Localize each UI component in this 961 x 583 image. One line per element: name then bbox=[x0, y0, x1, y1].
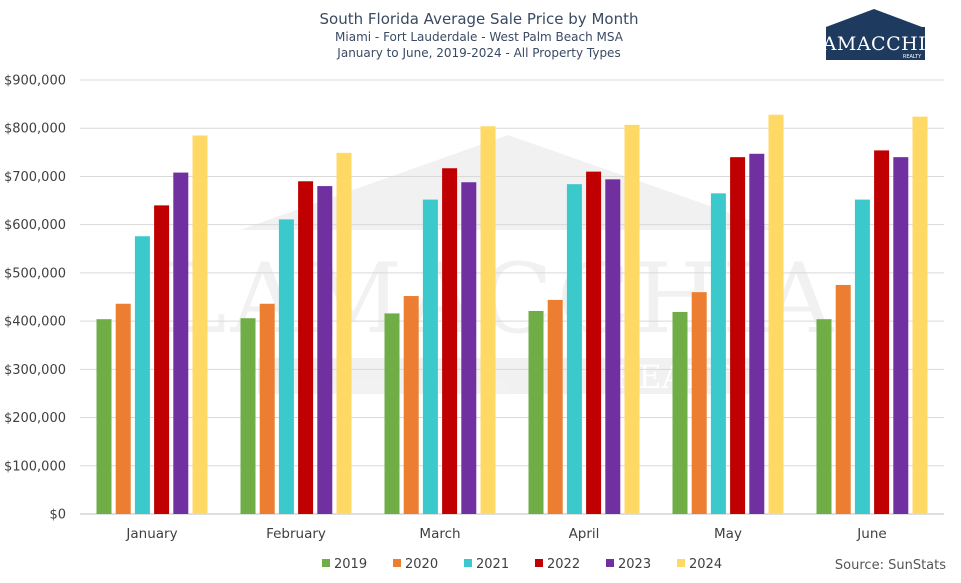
bar-2024-june bbox=[912, 116, 928, 514]
bar-2021-april bbox=[566, 184, 582, 514]
bar-2021-june bbox=[854, 199, 870, 514]
bar-2020-june bbox=[835, 284, 851, 514]
y-tick-label: $600,000 bbox=[4, 218, 66, 233]
legend-label-2021: 2021 bbox=[476, 557, 509, 572]
bars bbox=[96, 114, 928, 515]
bar-2019-february bbox=[240, 318, 256, 514]
logo-box bbox=[826, 27, 925, 60]
bar-2023-june bbox=[893, 157, 909, 514]
bar-2019-april bbox=[528, 310, 544, 514]
legend-swatch-2020 bbox=[393, 559, 401, 567]
legend-label-2023: 2023 bbox=[618, 557, 651, 572]
bar-2020-april bbox=[547, 299, 563, 514]
bar-2022-may bbox=[730, 157, 746, 514]
legend-label-2019: 2019 bbox=[334, 557, 367, 572]
legend-swatch-2022 bbox=[535, 559, 543, 567]
bar-2023-may bbox=[749, 153, 765, 514]
bar-2020-january bbox=[115, 303, 131, 514]
bar-2019-march bbox=[384, 313, 400, 514]
y-tick-label: $100,000 bbox=[4, 459, 66, 474]
chart-subtitle-line-1: Miami - Fort Lauderdale - West Palm Beac… bbox=[335, 30, 624, 44]
legend-swatch-2019 bbox=[322, 559, 330, 567]
x-category-label: January bbox=[125, 526, 177, 542]
x-category-label: June bbox=[856, 526, 886, 542]
x-category-label: March bbox=[419, 526, 460, 542]
bar-2020-february bbox=[259, 303, 275, 514]
x-axis-categories: January February March April May June bbox=[125, 526, 886, 542]
chart-subtitle-line-2: January to June, 2019-2024 - All Propert… bbox=[336, 46, 620, 60]
bar-2022-january bbox=[154, 205, 170, 514]
legend-label-2020: 2020 bbox=[405, 557, 438, 572]
brand-logo: LAMACCHIA REALTY bbox=[810, 9, 941, 60]
legend: 2019 2020 2021 2022 2023 2024 bbox=[322, 557, 722, 572]
x-category-label: May bbox=[714, 526, 742, 542]
y-axis-ticks: $0 $100,000 $200,000 $300,000 $400,000 $500,0… bbox=[4, 74, 66, 523]
y-tick-label: $0 bbox=[49, 508, 66, 523]
logo-name: LAMACCHIA bbox=[810, 33, 941, 55]
logo-tagline: REALTY bbox=[903, 54, 922, 60]
bar-2024-april bbox=[624, 124, 640, 514]
legend-label-2022: 2022 bbox=[547, 557, 580, 572]
bar-2019-may bbox=[672, 311, 688, 514]
y-tick-label: $900,000 bbox=[4, 74, 66, 89]
y-tick-label: $500,000 bbox=[4, 266, 66, 281]
x-category-label: April bbox=[569, 526, 600, 542]
bar-2020-may bbox=[691, 292, 707, 514]
bar-2021-may bbox=[710, 193, 726, 515]
bar-2021-march bbox=[422, 199, 438, 514]
bar-2024-march bbox=[480, 126, 496, 514]
source-note: Source: SunStats bbox=[835, 558, 946, 573]
legend-swatch-2023 bbox=[606, 559, 614, 567]
y-tick-label: $300,000 bbox=[4, 363, 66, 378]
bar-2024-may bbox=[768, 114, 784, 514]
legend-swatch-2024 bbox=[677, 559, 685, 567]
chart-title: South Florida Average Sale Price by Mont… bbox=[320, 10, 639, 28]
bar-2021-february bbox=[278, 219, 294, 514]
bar-2023-january bbox=[173, 172, 189, 514]
y-tick-label: $200,000 bbox=[4, 411, 66, 426]
watermark-roof bbox=[240, 135, 778, 230]
bar-2019-june bbox=[816, 319, 832, 514]
legend-label-2024: 2024 bbox=[689, 557, 722, 572]
legend-swatch-2021 bbox=[464, 559, 472, 567]
bar-2023-march bbox=[461, 182, 477, 514]
bar-2023-april bbox=[605, 179, 621, 515]
bar-2024-january bbox=[192, 135, 208, 514]
bar-2020-march bbox=[403, 296, 419, 514]
bar-2019-january bbox=[96, 319, 112, 514]
x-category-label: February bbox=[266, 526, 326, 542]
bar-2024-february bbox=[336, 152, 352, 514]
bar-2022-june bbox=[874, 150, 890, 514]
bar-2021-january bbox=[134, 236, 150, 515]
bar-2023-february bbox=[317, 186, 333, 515]
y-tick-label: $800,000 bbox=[4, 122, 66, 137]
y-tick-label: $700,000 bbox=[4, 170, 66, 185]
gridlines bbox=[80, 79, 944, 515]
y-tick-label: $400,000 bbox=[4, 315, 66, 330]
bar-2022-march bbox=[442, 168, 458, 514]
bar-2022-april bbox=[586, 171, 602, 514]
bar-2022-february bbox=[298, 181, 314, 514]
logo-roof-icon bbox=[826, 9, 922, 27]
